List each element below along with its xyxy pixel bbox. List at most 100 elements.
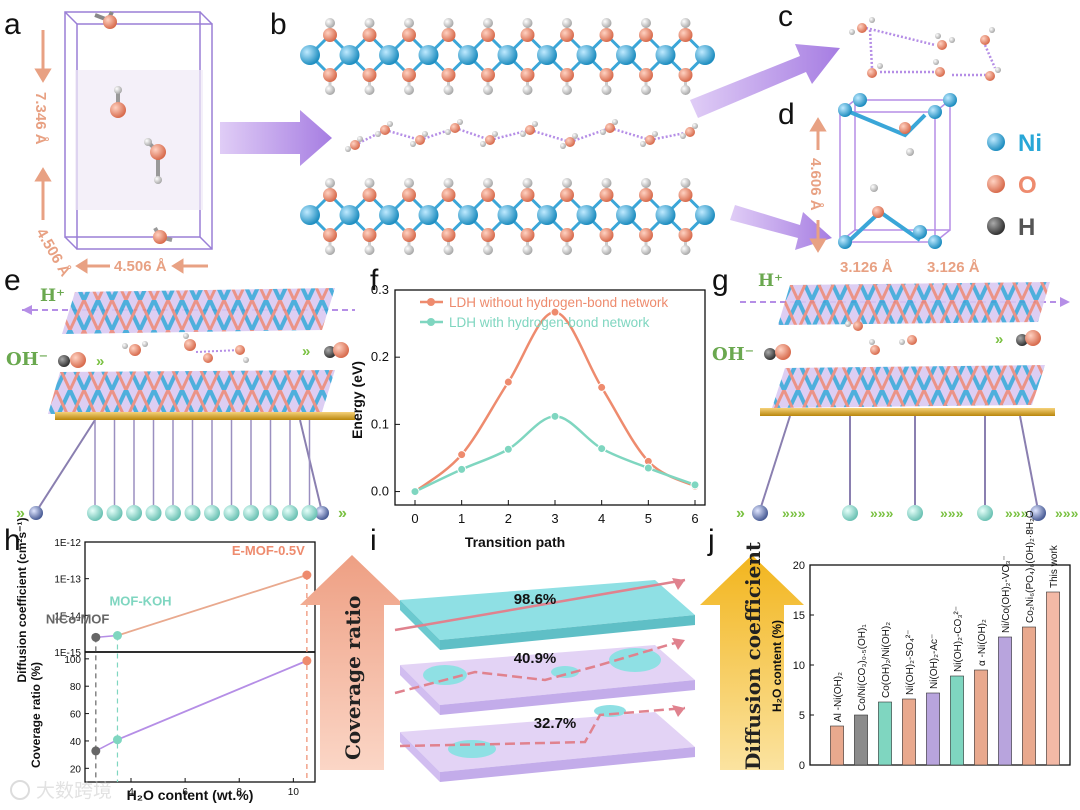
channel-pins-e: »» xyxy=(16,419,347,522)
chart-f-frame xyxy=(394,289,706,506)
chart-h-point-top xyxy=(91,632,101,642)
chart-j-bar-label: Al -Ni(OH)₂ xyxy=(833,672,844,722)
chart-j-bar xyxy=(854,714,868,766)
ldh-layer-e-top xyxy=(62,288,335,334)
ldh-layer-e-bottom xyxy=(48,370,335,414)
pin-ball xyxy=(223,505,240,521)
chart-f-ytick-label: 0.3 xyxy=(371,282,389,297)
chart-f-ytick-label: 0.1 xyxy=(371,416,389,431)
chart-h-point-bottom xyxy=(112,735,122,745)
pin-arrow-g: »»» xyxy=(940,505,964,521)
pin-ball xyxy=(1030,505,1046,521)
pin-ball xyxy=(126,505,142,521)
legend-o-label: O xyxy=(1018,172,1037,199)
pin-ball xyxy=(752,505,768,521)
panel-g: g H⁺ OH⁻ » »»»»»»»»»»»»»»»» xyxy=(712,264,1079,522)
pin-ball xyxy=(165,505,181,521)
chart-f-legend-marker xyxy=(427,318,435,326)
chart-h-point-label: NiCo-MOF xyxy=(46,611,110,626)
arrow-b-to-c xyxy=(690,44,840,118)
chart-f-legend-marker xyxy=(427,298,435,306)
panel-j: j 0 5 10 15 20 Al -Ni(OH)₂ Co/Ni(CO₃)₀.₅(OH)₁ C… xyxy=(707,510,1071,772)
diffusion-coefficient-label: Diffusion coefficient xyxy=(741,541,765,770)
chart-f-point xyxy=(597,444,607,454)
panel-label-d: d xyxy=(778,98,795,131)
lattice-arrow-c-a xyxy=(34,30,52,220)
panel-label-b: b xyxy=(270,8,287,41)
lattice-arrow-b-a xyxy=(75,258,208,274)
chart-water-content: 0 5 10 15 20 Al -Ni(OH)₂ Co/Ni(CO₃)₀.₅(OH)₁ Co(… xyxy=(793,510,1071,772)
pin-ball xyxy=(184,505,201,521)
chart-f-legend-label: LDH with hydrogen-bond network xyxy=(449,315,650,330)
chart-j-bar-label: Ni/Co(OH)₂-VO₃⁻ xyxy=(1001,555,1012,633)
ohminus-label-e: OH⁻ xyxy=(6,349,48,370)
chart-j-bar xyxy=(902,698,916,766)
panel-b: b xyxy=(270,8,715,255)
chart-j-bar-label: This work xyxy=(1049,544,1060,588)
chart-j-bar xyxy=(1046,591,1060,766)
pin-ball xyxy=(262,505,279,521)
chart-j-bar xyxy=(830,725,844,766)
lattice-b-label-a: 4.506 Å xyxy=(114,258,167,275)
diffusion-coefficient-arrow xyxy=(700,555,804,770)
lattice-c-label-d: 4.606 Å xyxy=(807,158,824,211)
chart-f-series-line xyxy=(414,415,696,493)
chart-h-xtick-label: 4 xyxy=(128,787,134,798)
chart-f-point xyxy=(690,480,700,490)
hbond-network-molecules xyxy=(849,17,1001,81)
pin-arrow-e: » xyxy=(16,505,25,522)
hplus-label-g: H⁺ xyxy=(758,271,783,291)
ldh-layer-g-top xyxy=(778,282,1050,325)
interlayer-water xyxy=(345,119,698,152)
chart-j-bar xyxy=(926,692,940,766)
pin-ball xyxy=(315,506,329,520)
chart-j-bar-label: Co/Ni(CO₃)₀.₅(OH)₁ xyxy=(857,624,868,711)
chart-f-point xyxy=(503,377,513,387)
chart-f-xtick-label: 5 xyxy=(645,511,652,526)
panel-label-h: h xyxy=(4,524,21,557)
pin-ball xyxy=(282,505,298,521)
panel-label-a: a xyxy=(4,8,21,41)
chart-f-point xyxy=(550,307,560,317)
chart-h-xlabel: H₂O content (wt.%) xyxy=(127,787,254,803)
chart-h-line-top xyxy=(117,574,308,637)
chart-h-line-bottom xyxy=(117,659,308,741)
chart-j-ylabel: H₂O content (%) xyxy=(770,620,784,712)
watermark: 大数跨境 xyxy=(10,780,112,802)
pin-arrow-e: » xyxy=(338,505,347,522)
chart-h-ytick-top-label: 1E-14 xyxy=(54,611,81,622)
panel-label-e: e xyxy=(4,264,21,297)
chart-h-xtick-label: 8 xyxy=(236,787,242,798)
ldh-layer-bottom xyxy=(300,178,715,255)
chart-h-point-top xyxy=(302,570,312,580)
pin-ball xyxy=(145,505,162,521)
interlayer-molecules-e xyxy=(122,333,249,363)
panel-h: h 1E-15 1E-14 1E-13 1E-12 20 40 60 80 100 4 6 8 10 Ni… xyxy=(4,517,316,803)
chart-h-ytick-top-label: 1E-12 xyxy=(54,538,81,549)
pin-arrow-g: »»» xyxy=(1005,505,1029,521)
legend-ni-icon xyxy=(987,133,1005,151)
lattice-a-label-d: 3.126 Å xyxy=(840,259,893,276)
pin-ball xyxy=(87,505,103,521)
pin-ball xyxy=(301,505,318,521)
chart-j-bar-label: α -Ni(OH)₂ xyxy=(977,619,988,666)
panel-label-f: f xyxy=(370,264,379,297)
pin-arrow-g: » xyxy=(736,505,745,522)
panel-label-i: i xyxy=(370,524,377,557)
panel-i: i Coverage ratio Diffusion coefficient 9… xyxy=(300,524,804,782)
current-collector-g xyxy=(760,408,1055,416)
chart-h-ytick-bottom-label: 20 xyxy=(70,764,82,775)
chart-h-point-label: MOF-KOH xyxy=(109,594,171,609)
panel-f: f 0 1 2 3 4 5 6 0.0 0.1 0.2 0.3 LDH without hydroge… xyxy=(349,264,706,550)
legend-ni-label: Ni xyxy=(1018,130,1042,157)
panel-label-g: g xyxy=(712,264,729,297)
chart-j-bar-label: Ni(OH)₂-CO₃²⁻ xyxy=(953,606,964,672)
pin-ball xyxy=(842,505,858,521)
chart-f-point xyxy=(457,464,467,474)
chart-f-xlabel: Transition path xyxy=(465,534,565,550)
panel-label-j: j xyxy=(707,524,715,557)
chart-j-bar xyxy=(974,669,988,766)
chart-h-ylabel-bottom: Coverage ratio (%) xyxy=(29,662,43,768)
chart-j-ytick-label: 10 xyxy=(793,660,805,672)
pin-arrow-g: »»» xyxy=(782,505,806,521)
